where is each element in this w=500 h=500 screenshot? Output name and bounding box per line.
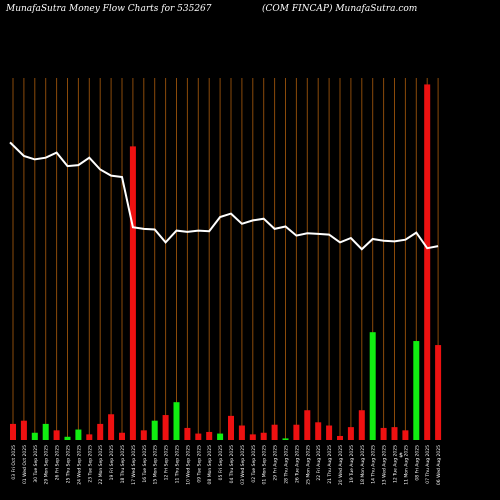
bar (31, 432, 38, 440)
bar (119, 432, 125, 440)
x-tick-label: 09 Tue Sep 2025 (196, 445, 202, 483)
bars (10, 84, 442, 441)
bar (173, 402, 180, 440)
bar (53, 430, 60, 440)
x-tick-label: 19 Tue Aug 2025 (349, 445, 355, 483)
bar (195, 433, 202, 440)
bar (238, 425, 245, 440)
bar (337, 435, 343, 440)
x-tick-label: 04 Thu Sep 2025 (229, 445, 235, 484)
bar (391, 427, 398, 440)
bar (402, 430, 409, 440)
x-axis-labels: 03 Fri Oct 2025 01 Wed Oct 2025 30 Tue Sep… (11, 445, 442, 485)
x-tick-label: 03 Wed Sep 2025 (240, 445, 246, 485)
x-tick-label: 22 Mon Sep 2025 (98, 445, 104, 485)
x-tick-label: 29 Fri Aug 2025 (273, 445, 279, 481)
bar (424, 84, 431, 441)
x-tick-label: 24 Wed Sep 2025 (76, 445, 82, 485)
x-tick-label: 14 Thu Aug 2025 (371, 445, 377, 484)
bar (271, 424, 278, 440)
x-tick-label: 13 Wed Aug 2025 (382, 445, 388, 485)
x-tick-label: 26 Fri Sep 2025 (55, 445, 61, 480)
x-tick-label: 18 Mon Aug 2025 (360, 445, 366, 485)
bar (293, 424, 300, 440)
bar (129, 146, 136, 440)
chart-title-right: (COM FINCAP) MunafaSutra.com (262, 4, 418, 14)
x-tick-label: 01 Mon Sep 2025 (262, 445, 268, 485)
bar (10, 423, 16, 440)
x-tick-label: 15 Mon Sep 2025 (153, 445, 159, 485)
x-tick-label: 23 Tue Sep 2025 (87, 445, 93, 483)
bar (151, 420, 158, 440)
bar (369, 332, 376, 440)
x-tick-label: 18 Thu Sep 2025 (120, 445, 126, 484)
bar (304, 410, 311, 440)
bar (20, 420, 27, 440)
bar (162, 415, 169, 440)
bar (413, 341, 420, 440)
money-flow-line (9, 141, 439, 251)
x-tick-label: 25 Mon Aug 2025 (305, 445, 311, 485)
bar (315, 422, 322, 440)
bar (42, 423, 49, 440)
bar (326, 425, 333, 440)
x-tick-label: 20 Wed Aug 2025 (338, 445, 344, 485)
bar (206, 431, 213, 440)
money-flow-line-path (9, 141, 439, 251)
bar (108, 414, 115, 440)
bar (140, 430, 147, 440)
extra-axis-label: $ (399, 452, 403, 459)
x-tick-label: 08 Mon Sep 2025 (207, 445, 213, 485)
x-tick-label: 22 Fri Aug 2025 (316, 445, 322, 481)
x-tick-label: 07 Thu Aug 2025 (425, 445, 431, 484)
x-tick-label: 30 Tue Sep 2025 (33, 445, 39, 483)
x-tick-label: 12 Tue Aug 2025 (393, 445, 399, 483)
x-tick-label: 17 Wed Sep 2025 (131, 445, 137, 485)
bar (217, 433, 224, 440)
bar (249, 434, 256, 440)
bar (358, 410, 365, 440)
x-tick-label: 03 Fri Oct 2025 (11, 445, 17, 480)
x-tick-label: 21 Thu Aug 2025 (327, 445, 333, 484)
x-tick-label: 26 Tue Aug 2025 (294, 445, 300, 483)
x-tick-label: 05 Fri Sep 2025 (218, 445, 224, 480)
bar (75, 429, 82, 440)
x-tick-label: 02 Tue Sep 2025 (251, 445, 257, 483)
bar (228, 415, 234, 440)
x-tick-label: 11 Mon Aug 2025 (403, 445, 409, 485)
bar (435, 345, 442, 440)
x-tick-label: 12 Fri Sep 2025 (164, 445, 170, 480)
bar (282, 438, 289, 440)
x-tick-label: 28 Thu Aug 2025 (284, 445, 290, 484)
x-tick-label: 10 Wed Sep 2025 (185, 445, 191, 485)
x-tick-label: 16 Tue Sep 2025 (142, 445, 148, 483)
x-tick-label: 19 Fri Sep 2025 (109, 445, 115, 480)
chart-title-left: MunafaSutra Money Flow Charts for 535267 (6, 4, 212, 14)
chart-header: MunafaSutra Money Flow Charts for 535267… (0, 0, 500, 24)
x-tick-label: 01 Wed Oct 2025 (22, 445, 28, 484)
bar (260, 432, 267, 440)
x-tick-label: 08 Fri Aug 2025 (414, 445, 420, 481)
bar (347, 427, 354, 440)
bar (86, 434, 93, 440)
bar (380, 427, 387, 440)
x-tick-label: 06 Wed Aug 2025 (436, 445, 442, 485)
bar (97, 423, 104, 440)
bar (64, 436, 71, 440)
x-tick-label: 29 Mon Sep 2025 (44, 445, 50, 485)
x-tick-label: 11 Thu Sep 2025 (175, 445, 181, 484)
x-tick-label: 25 Thu Sep 2025 (66, 445, 72, 484)
bar (184, 427, 191, 440)
